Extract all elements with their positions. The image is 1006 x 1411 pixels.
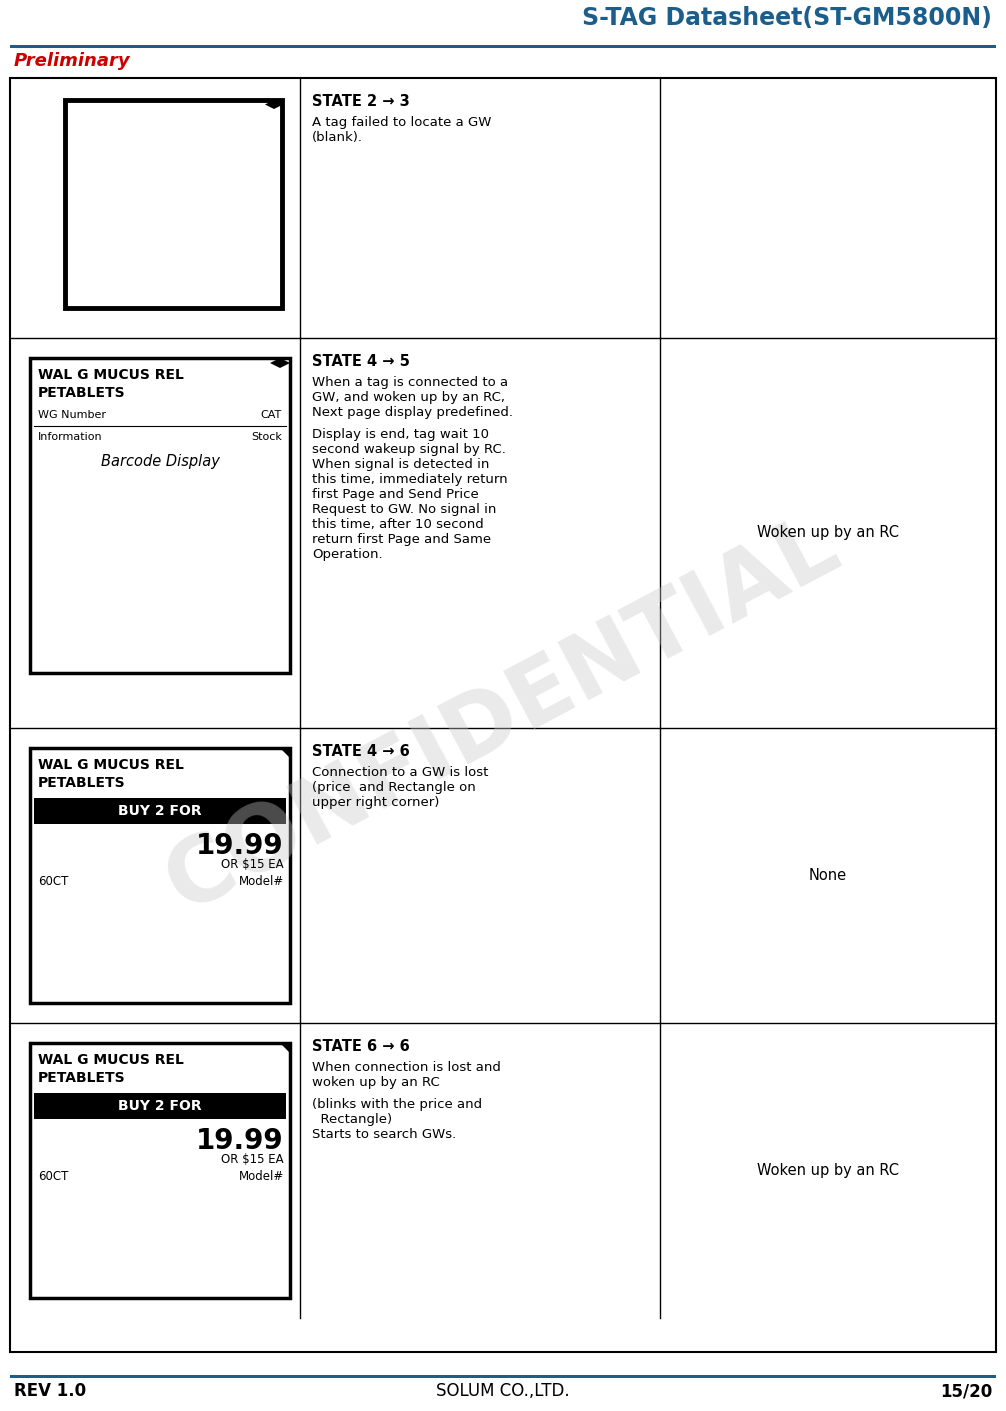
Text: PETABLETS: PETABLETS [38,776,126,790]
Text: STATE 4 → 6: STATE 4 → 6 [312,744,409,759]
Text: OR $15 EA: OR $15 EA [221,858,284,871]
Text: PETABLETS: PETABLETS [38,1071,126,1085]
Text: GW, and woken up by an RC,: GW, and woken up by an RC, [312,391,505,404]
Text: Next page display predefined.: Next page display predefined. [312,406,513,419]
Text: Display is end, tag wait 10: Display is end, tag wait 10 [312,428,489,442]
Text: When a tag is connected to a: When a tag is connected to a [312,375,508,389]
Text: STATE 2 → 3: STATE 2 → 3 [312,95,409,109]
Text: CONFIDENTIAL: CONFIDENTIAL [152,501,854,930]
Text: Woken up by an RC: Woken up by an RC [757,525,899,540]
Bar [65,100,282,308]
Text: Information: Information [38,432,103,442]
Text: 60CT: 60CT [38,875,68,888]
Text: Preliminary: Preliminary [14,52,131,71]
Text: S-TAG Datasheet(ST-GM5800N): S-TAG Datasheet(ST-GM5800N) [582,6,992,30]
Text: (blinks with the price and: (blinks with the price and [312,1098,482,1110]
Text: PETABLETS: PETABLETS [38,387,126,399]
Text: When connection is lost and: When connection is lost and [312,1061,501,1074]
Text: 15/20: 15/20 [940,1381,992,1400]
Text: CAT: CAT [261,411,282,420]
Text: Connection to a GW is lost: Connection to a GW is lost [312,766,488,779]
Text: BUY 2 FOR: BUY 2 FOR [118,804,202,818]
Text: (blank).: (blank). [312,131,363,144]
Text: return first Page and Same: return first Page and Same [312,533,491,546]
Text: Model#: Model# [238,875,284,888]
Text: woken up by an RC: woken up by an RC [312,1077,440,1089]
Text: 19.99: 19.99 [196,1127,284,1156]
Text: this time, immediately return: this time, immediately return [312,473,508,485]
Polygon shape [280,748,290,758]
Text: WAL G MUCUS REL: WAL G MUCUS REL [38,1053,184,1067]
Text: WAL G MUCUS REL: WAL G MUCUS REL [38,368,184,382]
Text: Model#: Model# [238,1170,284,1182]
Text: Operation.: Operation. [312,547,382,562]
Text: None: None [809,868,847,883]
Text: this time, after 10 second: this time, after 10 second [312,518,484,531]
Text: Request to GW. No signal in: Request to GW. No signal in [312,502,496,516]
Text: (price  and Rectangle on: (price and Rectangle on [312,782,476,794]
Text: BUY 2 FOR: BUY 2 FOR [118,1099,202,1113]
Text: upper right corner): upper right corner) [312,796,440,809]
Polygon shape [270,358,290,368]
Text: WAL G MUCUS REL: WAL G MUCUS REL [38,758,184,772]
Bar [30,358,290,673]
Text: STATE 6 → 6: STATE 6 → 6 [312,1038,409,1054]
Text: OR $15 EA: OR $15 EA [221,1153,284,1165]
Polygon shape [280,1043,290,1053]
Bar [10,45,996,48]
Bar [10,1374,996,1379]
Text: A tag failed to locate a GW: A tag failed to locate a GW [312,116,491,128]
Bar [30,1043,290,1298]
Text: SOLUM CO.,LTD.: SOLUM CO.,LTD. [437,1381,569,1400]
Bar [30,748,290,1003]
Text: Starts to search GWs.: Starts to search GWs. [312,1127,457,1141]
Polygon shape [265,100,283,109]
Text: first Page and Send Price: first Page and Send Price [312,488,479,501]
Bar [34,1094,286,1119]
Text: Barcode Display: Barcode Display [101,454,219,468]
Text: Rectangle): Rectangle) [312,1113,392,1126]
Text: WG Number: WG Number [38,411,106,420]
Text: 19.99: 19.99 [196,832,284,859]
Text: second wakeup signal by RC.: second wakeup signal by RC. [312,443,506,456]
Text: REV 1.0: REV 1.0 [14,1381,87,1400]
Text: 60CT: 60CT [38,1170,68,1182]
Text: STATE 4 → 5: STATE 4 → 5 [312,354,409,370]
Text: Stock: Stock [252,432,282,442]
Bar [34,799,286,824]
Text: When signal is detected in: When signal is detected in [312,459,489,471]
Text: Woken up by an RC: Woken up by an RC [757,1163,899,1178]
